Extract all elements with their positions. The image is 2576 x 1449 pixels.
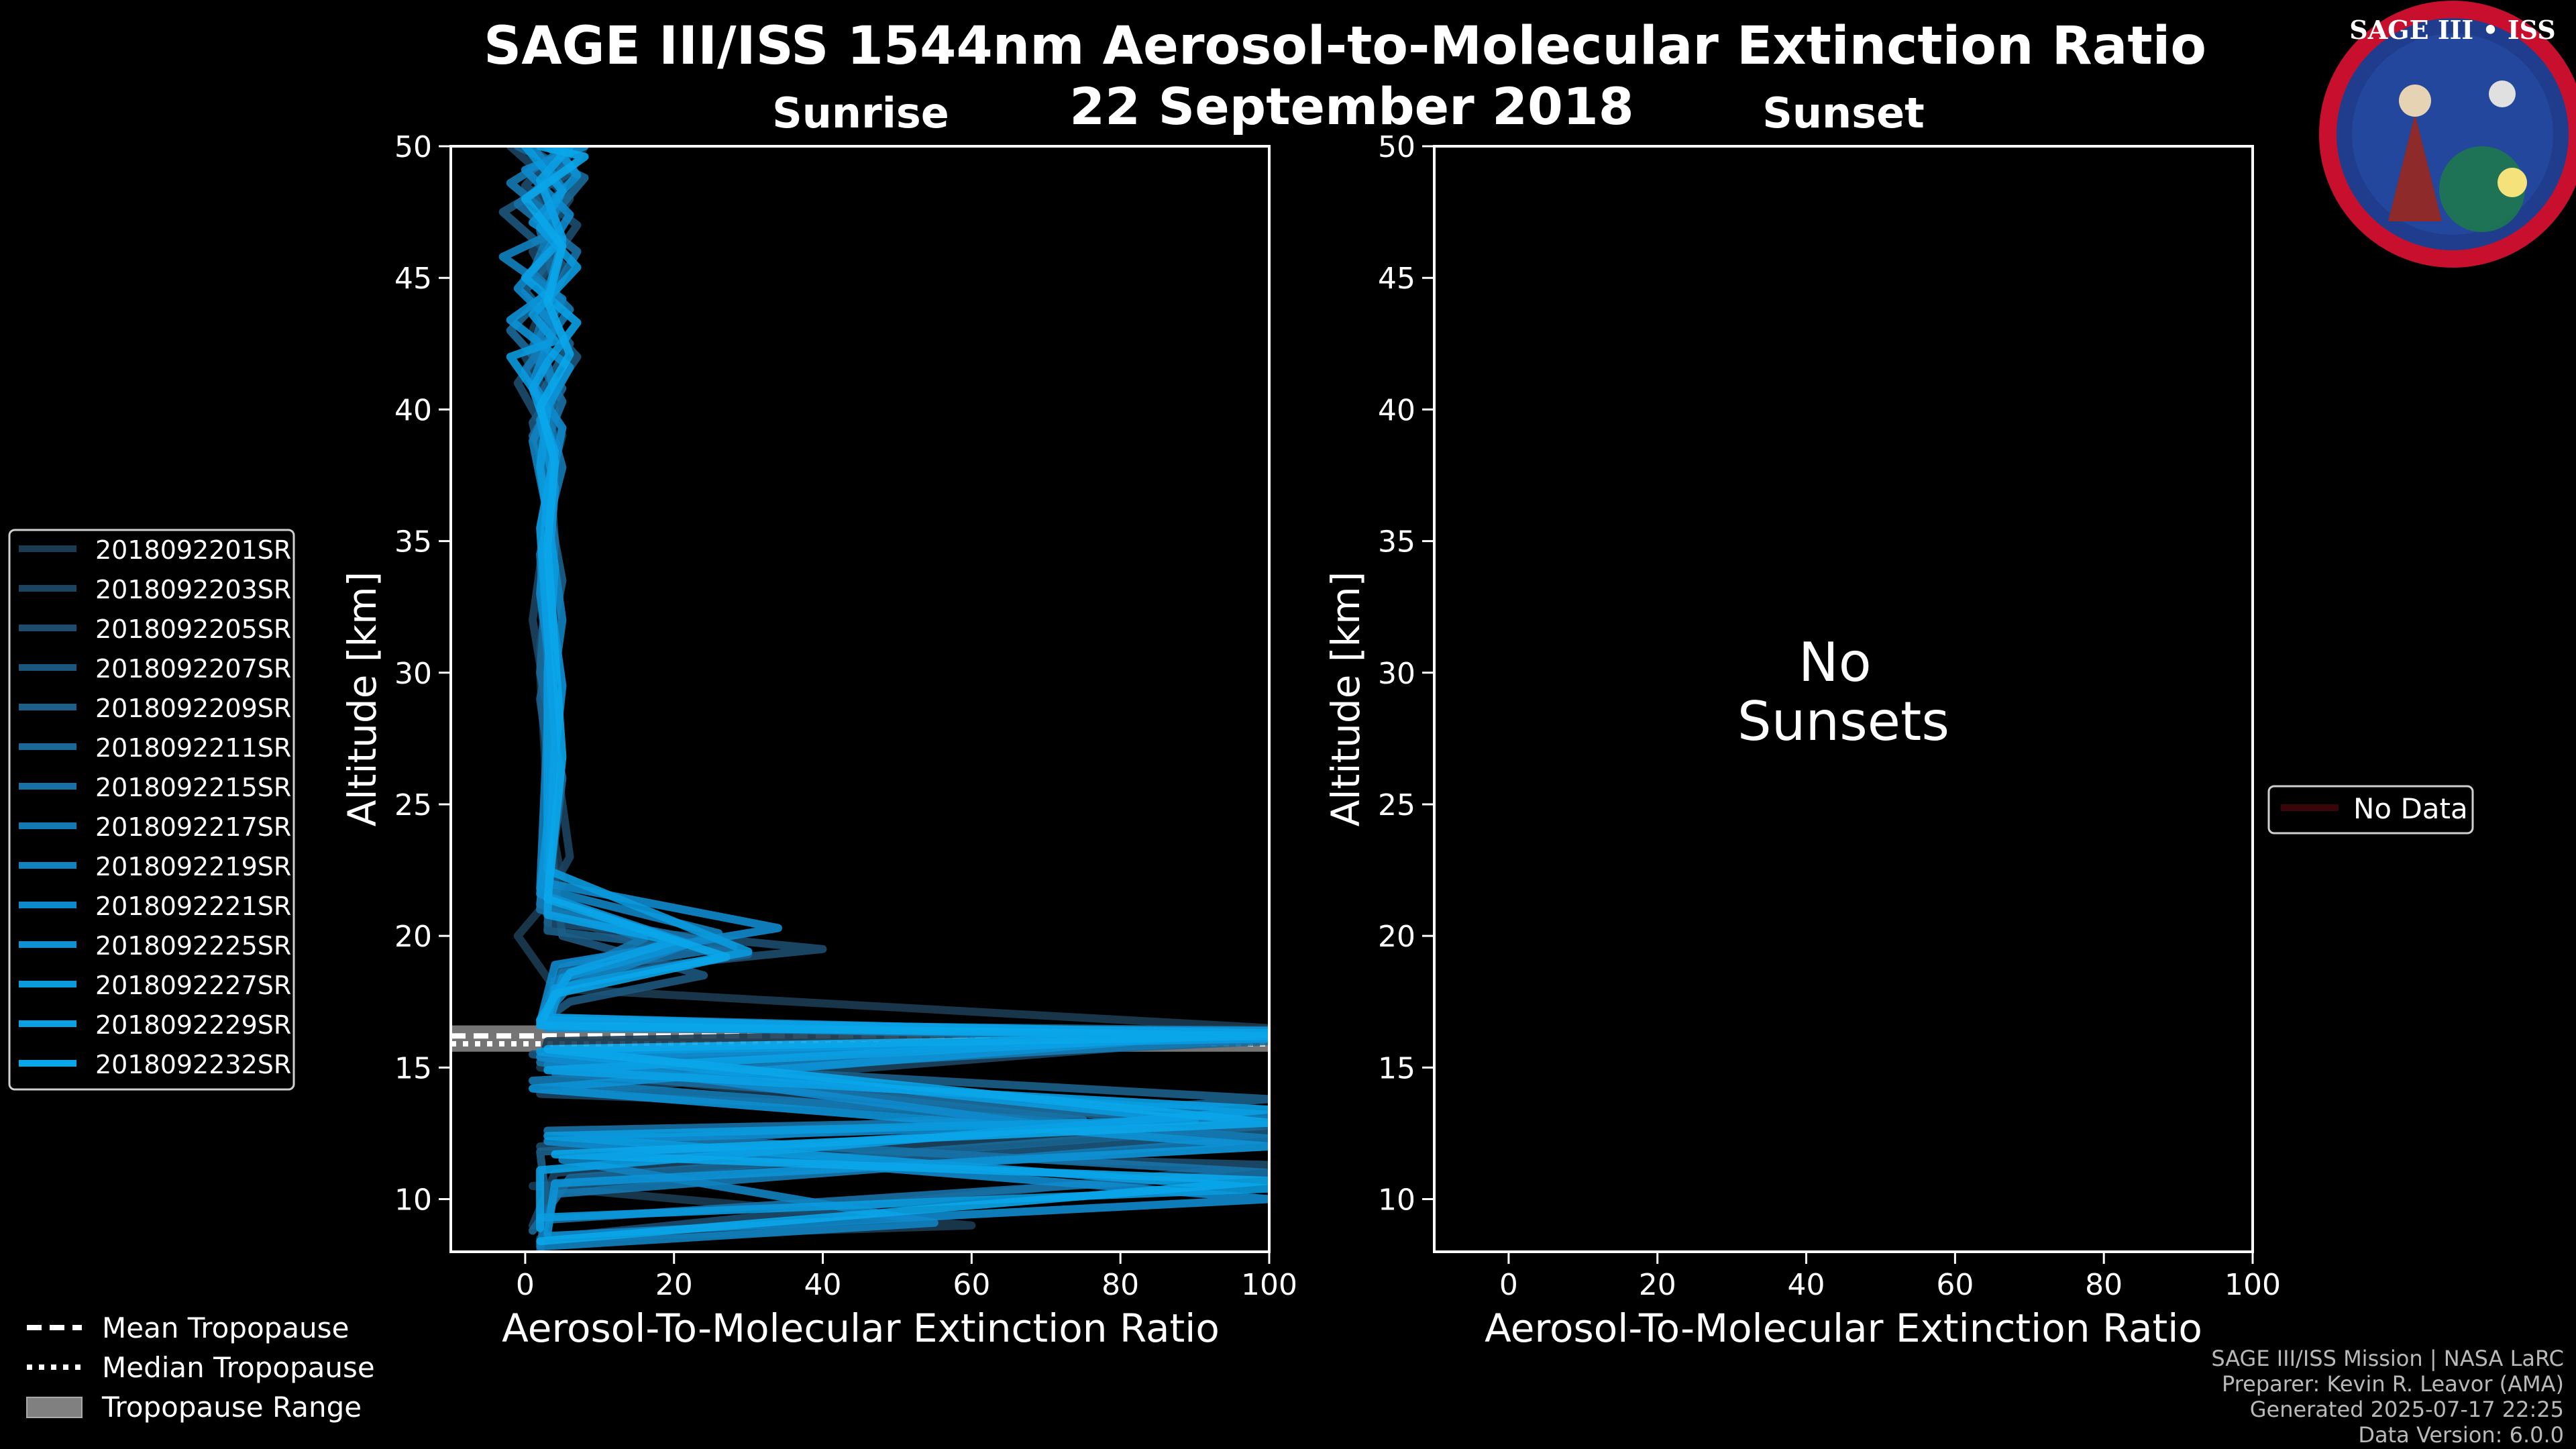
median-tropopause-label: Median Tropopause	[102, 1351, 375, 1384]
logo-figure	[2388, 114, 2442, 221]
sunrise-y-tick-label: 15	[394, 1051, 432, 1085]
no-sunsets-text: No Sunsets	[1737, 631, 1949, 753]
tropopause-range-label: Tropopause Range	[101, 1391, 362, 1424]
figure-date: 22 September 2018	[1069, 76, 1633, 136]
credit-line: SAGE III/ISS Mission | NASA LaRC	[2211, 1346, 2564, 1371]
sunrise-x-tick-label: 60	[953, 1268, 990, 1302]
legend-entry-label: 2018092221SR	[95, 892, 291, 921]
tropopause-legend: Mean Tropopause Median Tropopause Tropop…	[26, 1311, 375, 1424]
sunrise-y-tick-label: 25	[394, 788, 432, 822]
sunset-x-tick-label: 100	[2224, 1268, 2281, 1302]
legend-entry-label: 2018092211SR	[95, 733, 291, 763]
sunset-y-tick-label: 45	[1378, 262, 1415, 296]
legend-entry-label: 2018092215SR	[95, 773, 291, 802]
sunrise-y-tick-label: 10	[394, 1183, 432, 1218]
sunrise-y-tick-label: 35	[394, 525, 432, 559]
legend-entry-label: 2018092229SR	[95, 1010, 291, 1040]
legend-entry-label: 2018092203SR	[95, 575, 291, 604]
no-data-legend: No Data	[2267, 785, 2474, 835]
sunset-ylabel: Altitude [km]	[1323, 572, 1368, 826]
sunrise-x-tick-label: 80	[1102, 1268, 1139, 1302]
sunrise-x-tick-label: 20	[655, 1268, 693, 1302]
sunset-y-tick-label: 20	[1378, 920, 1415, 954]
credits: SAGE III/ISS Mission | NASA LaRC Prepare…	[2211, 1346, 2564, 1448]
sunset-x-tick-label: 0	[1499, 1268, 1518, 1302]
sunrise-axes-frame	[449, 145, 1271, 1253]
sunrise-panel: Sunrise 0 20 40 60 80 100 10 15 20 25 30 35 40 45 50 A…	[339, 89, 1297, 1351]
figure-title: SAGE III/ISS 1544nm Aerosol-to-Molecular…	[484, 16, 2206, 76]
no-data-legend-box	[2267, 785, 2474, 835]
sunset-title: Sunset	[1762, 89, 1925, 138]
logo-figure-head	[2399, 85, 2431, 117]
sunrise-x-tick-label: 100	[1241, 1268, 1297, 1302]
sunset-plot-area	[1434, 146, 2253, 1252]
sunrise-x-tick-label: 40	[804, 1268, 842, 1302]
legend-entry-label: 2018092205SR	[95, 614, 291, 644]
series-line-2018092232SR	[521, 146, 1269, 1246]
no-data-label: No Data	[2353, 792, 2468, 825]
sunrise-y-tick-label: 20	[394, 920, 432, 954]
credit-line: Generated 2025-07-17 22:25	[2250, 1397, 2564, 1422]
sunrise-ylabel: Altitude [km]	[339, 572, 385, 826]
logo-title: SAGE III • ISS	[2349, 15, 2555, 45]
sunrise-y-tick-label: 45	[394, 262, 432, 296]
sunset-y-tick-label: 15	[1378, 1051, 1415, 1085]
sunset-x-tick-label: 80	[2085, 1268, 2123, 1302]
legend-entry-label: 2018092225SR	[95, 931, 291, 961]
sage-logo: SAGE III • ISS	[2319, 1, 2576, 268]
sunrise-x-tick-label: 0	[516, 1268, 535, 1302]
legend-entry-label: 2018092209SR	[95, 694, 291, 723]
sunset-axes-frame	[1433, 145, 2254, 1253]
sunrise-y-tick-label: 50	[394, 130, 432, 164]
credit-line: Preparer: Kevin R. Leavor (AMA)	[2222, 1371, 2564, 1397]
tropopause-range-swatch	[26, 1397, 83, 1418]
sunrise-y-tick-label: 40	[394, 393, 432, 427]
sunrise-xlabel: Aerosol-To-Molecular Extinction Ratio	[502, 1305, 1220, 1351]
sunset-panel: Sunset 0 20 40 60 80 100 10 15 20 25 30 35 40 45 50 No…	[1323, 89, 2281, 1351]
series-legend: 2018092201SR 2018092203SR 2018092205SR 2018…	[8, 529, 295, 1091]
series-legend-box	[8, 529, 295, 1091]
legend-entry-label: 2018092207SR	[95, 654, 291, 684]
mean-tropopause-label: Mean Tropopause	[102, 1311, 349, 1344]
sunset-y-tick-label: 25	[1378, 788, 1415, 822]
credit-line: Data Version: 6.0.0	[2358, 1422, 2564, 1448]
sunset-x-tick-label: 40	[1788, 1268, 1825, 1302]
sunset-y-tick-label: 35	[1378, 525, 1415, 559]
logo-sun	[2498, 168, 2527, 197]
sunset-y-tick-label: 30	[1378, 657, 1415, 691]
sunrise-y-tick-label: 30	[394, 657, 432, 691]
logo-moon	[2489, 80, 2516, 107]
legend-entry-label: 2018092217SR	[95, 812, 291, 842]
legend-entry-label: 2018092201SR	[95, 535, 291, 565]
sunset-x-tick-label: 20	[1639, 1268, 1676, 1302]
sunset-y-tick-label: 50	[1378, 130, 1415, 164]
sunset-xlabel: Aerosol-To-Molecular Extinction Ratio	[1485, 1305, 2202, 1351]
sunrise-title: Sunrise	[772, 89, 949, 138]
sunset-y-tick-label: 40	[1378, 393, 1415, 427]
sunset-y-tick-label: 10	[1378, 1183, 1415, 1218]
legend-entry-label: 2018092232SR	[95, 1050, 291, 1079]
legend-entry-label: 2018092227SR	[95, 971, 291, 1000]
sunset-x-tick-label: 60	[1936, 1268, 1974, 1302]
legend-entry-label: 2018092219SR	[95, 852, 291, 881]
logo-earth	[2439, 146, 2525, 232]
